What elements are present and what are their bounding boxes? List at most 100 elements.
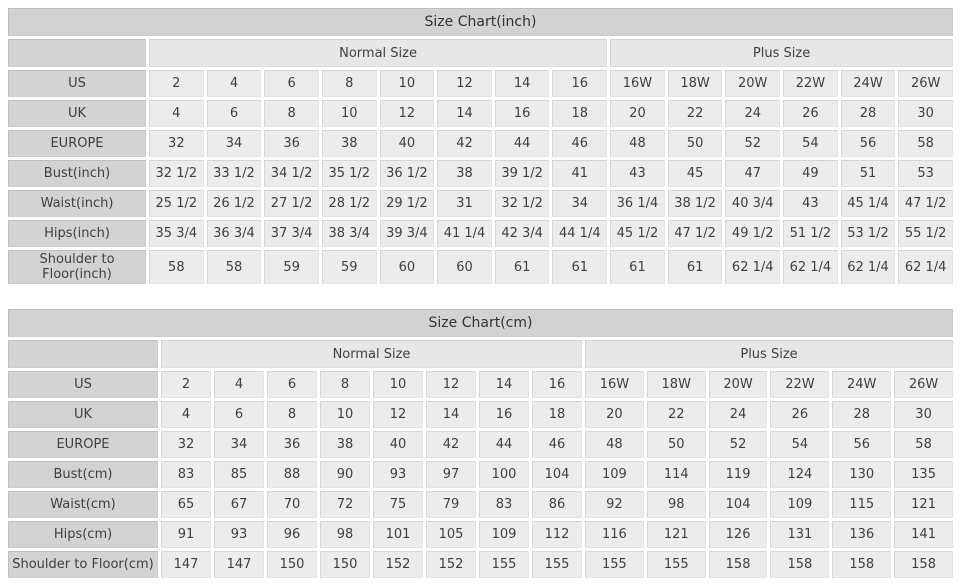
- row-label: Waist(inch): [8, 190, 146, 217]
- size-cell: 58: [894, 431, 953, 458]
- size-cell: 4: [206, 70, 262, 97]
- size-cell: 37 3/4: [264, 220, 319, 247]
- size-cell: 56: [832, 431, 892, 458]
- size-cell: 36: [264, 130, 319, 157]
- size-cell: 48: [610, 130, 665, 157]
- size-cell: 6: [264, 70, 319, 97]
- size-cell: 30: [894, 401, 953, 428]
- size-cell: 24: [725, 100, 781, 127]
- size-cell: 59: [264, 250, 319, 284]
- size-cell: 26: [783, 100, 838, 127]
- size-cell: 22W: [770, 371, 830, 398]
- size-cell: 131: [770, 521, 830, 548]
- size-cell: 22W: [783, 70, 838, 97]
- size-cell: 38: [437, 160, 492, 187]
- size-cell: 10: [320, 401, 370, 428]
- group-header-normal-size: Normal Size: [149, 39, 608, 67]
- size-cell: 42: [437, 130, 492, 157]
- size-cell: 58: [149, 250, 204, 284]
- size-cell: 104: [532, 461, 582, 488]
- size-cell: 49 1/2: [725, 220, 781, 247]
- row-label: Shoulder to Floor(inch): [8, 250, 146, 284]
- size-cell: 10: [321, 100, 377, 127]
- size-cell: 147: [161, 551, 211, 578]
- size-cell: 44: [494, 130, 550, 157]
- size-cell: 4: [161, 401, 211, 428]
- size-cell: 93: [373, 461, 423, 488]
- size-cell: 155: [532, 551, 582, 578]
- size-cell: 33 1/2: [206, 160, 262, 187]
- size-cell: 109: [479, 521, 529, 548]
- size-cell: 52: [708, 431, 768, 458]
- size-cell: 40: [373, 431, 423, 458]
- table-title: Size Chart(inch): [8, 8, 953, 36]
- size-cell: 4: [149, 100, 204, 127]
- size-cell: 147: [214, 551, 264, 578]
- size-cell: 16W: [585, 371, 644, 398]
- size-cell: 41 1/4: [437, 220, 492, 247]
- size-cell: 4: [214, 371, 264, 398]
- row-label: UK: [8, 401, 158, 428]
- size-cell: 101: [373, 521, 423, 548]
- size-cell: 62 1/4: [725, 250, 781, 284]
- size-cell: 27 1/2: [264, 190, 319, 217]
- size-cell: 152: [373, 551, 423, 578]
- size-cell: 150: [267, 551, 317, 578]
- size-cell: 136: [832, 521, 892, 548]
- size-cell: 96: [267, 521, 317, 548]
- size-cell: 83: [161, 461, 211, 488]
- size-cell: 158: [894, 551, 953, 578]
- size-cell: 12: [437, 70, 492, 97]
- size-cell: 20: [585, 401, 644, 428]
- size-cell: 55 1/2: [898, 220, 953, 247]
- table-row: Waist(inch) 25 1/2 26 1/2 27 1/2 28 1/2 29 1/…: [8, 190, 953, 217]
- size-cell: 14: [479, 371, 529, 398]
- corner-cell: [8, 340, 158, 368]
- table-row: Hips(cm) 91 93 96 98 101 105 109 112 116 121 126 131…: [8, 521, 953, 548]
- group-header-row: Normal Size Plus Size: [8, 39, 953, 67]
- size-cell: 97: [426, 461, 476, 488]
- size-cell: 58: [898, 130, 953, 157]
- size-cell: 36 1/4: [610, 190, 665, 217]
- row-label: Waist(cm): [8, 491, 158, 518]
- size-cell: 31: [437, 190, 492, 217]
- size-cell: 51 1/2: [783, 220, 838, 247]
- size-cell: 155: [479, 551, 529, 578]
- size-cell: 28: [832, 401, 892, 428]
- size-cell: 32: [149, 130, 204, 157]
- size-cell: 51: [840, 160, 896, 187]
- table-row: Shoulder to Floor(inch) 58 58 59 59 60 60 61 61 6…: [8, 250, 953, 284]
- size-cell: 29 1/2: [379, 190, 435, 217]
- size-cell: 135: [894, 461, 953, 488]
- table-title-row: Size Chart(cm): [8, 309, 953, 337]
- table-row: UK 4 6 8 10 12 14 16 18 20 22 24 26 28 30: [8, 401, 953, 428]
- size-cell: 40: [379, 130, 435, 157]
- size-cell: 34: [214, 431, 264, 458]
- size-cell: 43: [610, 160, 665, 187]
- row-label: US: [8, 371, 158, 398]
- row-label: US: [8, 70, 146, 97]
- size-cell: 61: [494, 250, 550, 284]
- row-label: UK: [8, 100, 146, 127]
- size-cell: 44 1/4: [552, 220, 608, 247]
- size-cell: 42: [426, 431, 476, 458]
- size-cell: 85: [214, 461, 264, 488]
- size-cell: 38: [321, 130, 377, 157]
- size-cell: 8: [320, 371, 370, 398]
- size-cell: 60: [379, 250, 435, 284]
- size-cell: 32 1/2: [149, 160, 204, 187]
- size-cell: 79: [426, 491, 476, 518]
- size-cell: 98: [320, 521, 370, 548]
- size-cell: 36 1/2: [379, 160, 435, 187]
- size-cell: 72: [320, 491, 370, 518]
- corner-cell: [8, 39, 146, 67]
- size-cell: 124: [770, 461, 830, 488]
- size-chart-inch-table: Size Chart(inch) Normal Size Plus Size US 2 4…: [5, 5, 956, 287]
- size-cell: 53: [898, 160, 953, 187]
- size-cell: 16: [494, 100, 550, 127]
- size-cell: 18W: [646, 371, 706, 398]
- size-cell: 40 3/4: [725, 190, 781, 217]
- size-cell: 12: [426, 371, 476, 398]
- size-cell: 39 1/2: [494, 160, 550, 187]
- size-cell: 6: [206, 100, 262, 127]
